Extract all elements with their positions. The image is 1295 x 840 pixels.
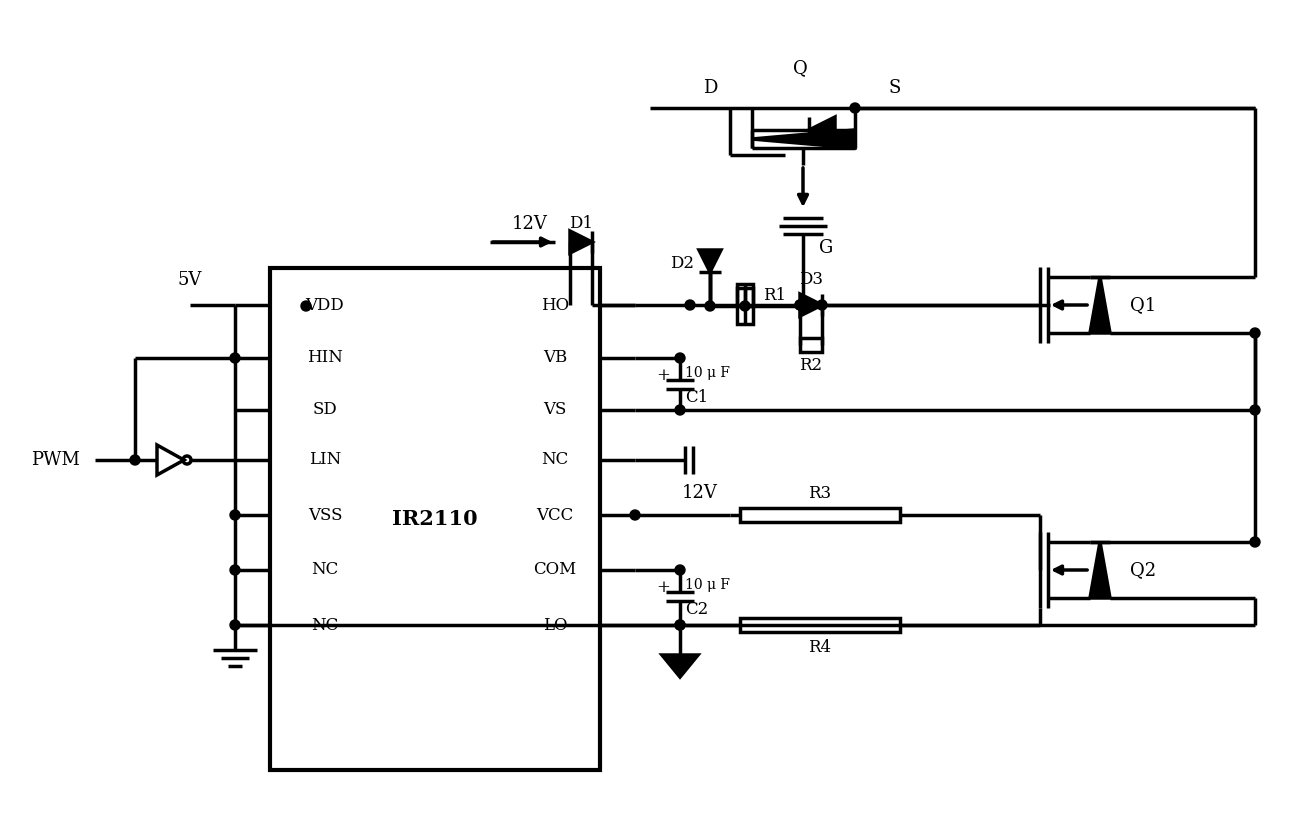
Polygon shape: [809, 117, 835, 143]
Circle shape: [1250, 328, 1260, 338]
Bar: [739, 618, 900, 632]
Text: VB: VB: [543, 349, 567, 366]
Polygon shape: [1090, 277, 1110, 333]
Circle shape: [300, 301, 311, 311]
Text: 12V: 12V: [512, 215, 548, 233]
Text: NC: NC: [541, 452, 569, 469]
Circle shape: [1250, 405, 1260, 415]
Polygon shape: [800, 294, 822, 316]
Text: NC: NC: [311, 561, 338, 579]
Text: IR2110: IR2110: [392, 509, 478, 529]
Circle shape: [629, 510, 640, 520]
Text: +: +: [657, 580, 670, 596]
Text: D: D: [703, 79, 717, 97]
Circle shape: [675, 405, 685, 415]
Text: D1: D1: [569, 216, 593, 233]
Bar: [737, 288, 752, 324]
Text: 10 μ F: 10 μ F: [685, 578, 730, 592]
Text: HIN: HIN: [307, 349, 343, 366]
Circle shape: [1250, 537, 1260, 547]
Circle shape: [817, 300, 828, 310]
Polygon shape: [1090, 542, 1110, 598]
Polygon shape: [662, 655, 698, 677]
Text: C2: C2: [685, 601, 708, 618]
Text: VDD: VDD: [306, 297, 344, 313]
Bar: [800, 338, 822, 352]
Text: Q1: Q1: [1131, 296, 1156, 314]
Text: 5V: 5V: [177, 271, 202, 289]
Text: D3: D3: [799, 271, 824, 288]
Circle shape: [685, 300, 695, 310]
Circle shape: [231, 510, 240, 520]
Text: D2: D2: [670, 255, 694, 272]
Text: R4: R4: [808, 638, 831, 655]
Text: R2: R2: [799, 356, 822, 374]
Text: LO: LO: [543, 617, 567, 633]
Text: VS: VS: [544, 402, 567, 418]
Circle shape: [675, 620, 685, 630]
Text: 12V: 12V: [682, 484, 717, 502]
Circle shape: [675, 620, 685, 630]
Text: COM: COM: [534, 561, 576, 579]
Text: Q: Q: [793, 59, 807, 77]
Text: VSS: VSS: [308, 507, 342, 523]
Bar: [269, 268, 600, 770]
Text: PWM: PWM: [31, 451, 79, 469]
Text: HO: HO: [541, 297, 569, 313]
Polygon shape: [570, 231, 592, 253]
Circle shape: [231, 620, 240, 630]
Bar: [739, 508, 900, 522]
Circle shape: [704, 301, 715, 311]
Text: 10 μ F: 10 μ F: [685, 366, 730, 380]
Circle shape: [798, 301, 808, 311]
Text: S: S: [888, 79, 901, 97]
Text: +: +: [657, 368, 670, 385]
Text: R3: R3: [808, 485, 831, 501]
Polygon shape: [752, 130, 855, 148]
Text: NC: NC: [311, 617, 338, 633]
Circle shape: [795, 300, 805, 310]
Circle shape: [675, 353, 685, 363]
Circle shape: [130, 455, 140, 465]
Circle shape: [231, 565, 240, 575]
Polygon shape: [699, 250, 721, 272]
Bar: [737, 284, 752, 306]
Text: G: G: [818, 239, 833, 257]
Text: Q2: Q2: [1131, 561, 1156, 579]
Circle shape: [231, 353, 240, 363]
Text: SD: SD: [312, 402, 338, 418]
Text: LIN: LIN: [310, 452, 341, 469]
Circle shape: [739, 301, 750, 311]
Circle shape: [795, 300, 805, 310]
Text: VCC: VCC: [536, 507, 574, 523]
Text: C1: C1: [685, 390, 708, 407]
Circle shape: [850, 103, 860, 113]
Circle shape: [675, 565, 685, 575]
Text: R1: R1: [763, 286, 786, 303]
